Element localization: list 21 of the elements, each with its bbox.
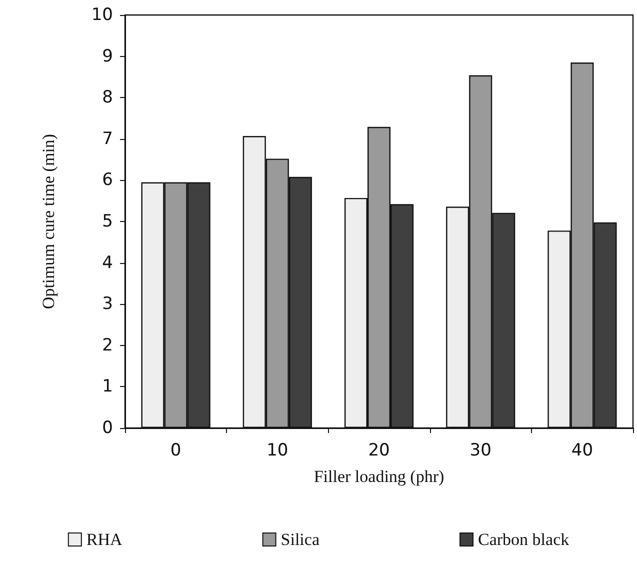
y-tick-label: 8 [102,88,113,108]
legend-label: Silica [280,530,320,549]
x-axis-title: Filler loading (phr) [314,467,444,486]
y-tick-label: 6 [102,170,113,190]
y-tick-label: 1 [102,376,113,397]
y-tick-label: 7 [102,128,113,149]
y-axis-title: Optimum cure time (min) [39,134,58,310]
x-tick-label: 30 [470,440,492,460]
x-tick-label: 20 [368,440,390,460]
x-tick-label: 0 [170,440,182,460]
y-tick-label: 0 [102,418,113,438]
y-tick-label: 3 [102,294,113,314]
legend-label: Carbon black [478,530,570,549]
y-tick-label: 10 [91,5,113,25]
x-tick-label: 40 [571,440,594,460]
y-tick-label: 5 [102,212,113,232]
legend-label: RHA [86,530,124,549]
y-tick-label: 9 [102,46,113,66]
y-tick-label: 2 [102,335,113,356]
y-tick-label: 4 [102,252,113,273]
x-tick-label: 10 [266,440,288,460]
